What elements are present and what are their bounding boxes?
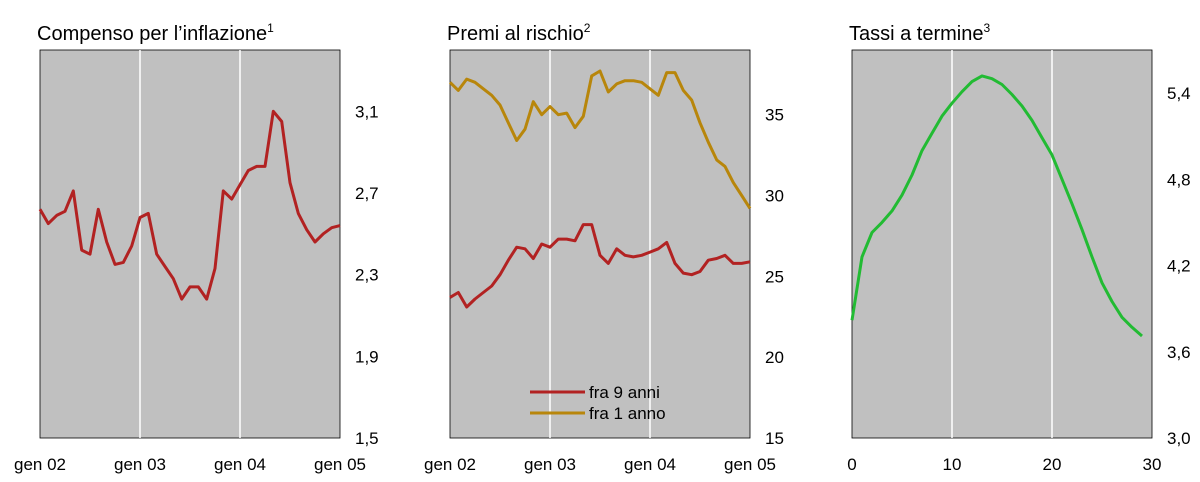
plot-area (851, 49, 1153, 439)
title-text: Compenso per l’inflazione (37, 23, 267, 45)
legend-label: fra 9 anni (589, 383, 660, 402)
y-tick-label: 30 (765, 187, 784, 206)
x-tick-label: gen 05 (314, 455, 366, 474)
title-superscript: 1 (267, 21, 274, 35)
y-tick-label: 3,1 (355, 102, 379, 121)
plot-area (449, 49, 751, 439)
x-tick-label: gen 04 (214, 455, 266, 474)
y-tick-label: 4,2 (1167, 257, 1191, 276)
y-tick-label: 3,0 (1167, 429, 1191, 448)
series-line (38, 109, 341, 301)
legend-label: fra 1 anno (589, 404, 666, 423)
panel-title: Premi al rischio2 (447, 21, 591, 45)
title-text: Tassi a termine (849, 23, 984, 45)
x-tick-label: gen 02 (424, 455, 476, 474)
y-tick-label: 5,4 (1167, 84, 1191, 103)
series-line (850, 74, 1143, 338)
y-tick-label: 25 (765, 267, 784, 286)
panel-title: Compenso per l’inflazione1 (37, 21, 274, 45)
panel: Premi al rischio2 gen 02 gen 03 gen 04 gen 0… (424, 21, 784, 474)
series-line (448, 69, 752, 210)
x-tick-label: gen 04 (624, 455, 676, 474)
y-tick-label: 35 (765, 106, 784, 125)
legend: fra 9 anni fra 1 anno (530, 383, 666, 423)
x-tick-label: gen 03 (114, 455, 166, 474)
title-superscript: 2 (584, 21, 591, 35)
x-tick-label: gen 05 (724, 455, 776, 474)
y-tick-label: 2,3 (355, 266, 379, 285)
x-tick-label: gen 02 (14, 455, 66, 474)
panel-title: Tassi a termine3 (849, 21, 991, 45)
y-tick-label: 15 (765, 429, 784, 448)
y-tick-label: 3,6 (1167, 343, 1191, 362)
x-tick-label: 30 (1143, 455, 1162, 474)
x-tick-label: 0 (847, 455, 856, 474)
x-tick-label: 20 (1043, 455, 1062, 474)
title-text: Premi al rischio (447, 23, 584, 45)
y-tick-label: 1,9 (355, 347, 379, 366)
y-tick-label: 4,8 (1167, 170, 1191, 189)
plot-area (39, 49, 341, 439)
y-tick-label: 1,5 (355, 429, 379, 448)
panel: Compenso per l’inflazione1 gen 02 gen 03 ge… (14, 21, 379, 474)
title-superscript: 3 (984, 21, 991, 35)
y-tick-label: 20 (765, 348, 784, 367)
x-tick-label: 10 (943, 455, 962, 474)
series-line (449, 223, 751, 309)
y-tick-label: 2,7 (355, 184, 379, 203)
x-tick-label: gen 03 (524, 455, 576, 474)
